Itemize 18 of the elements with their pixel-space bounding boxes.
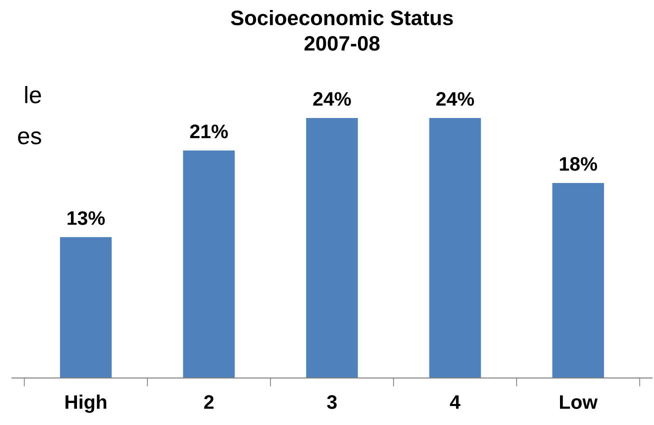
annotation: es xyxy=(18,131,42,144)
x-tick-label: High xyxy=(66,394,106,413)
data-label: 21% xyxy=(190,124,228,138)
data-label: 24% xyxy=(436,92,474,106)
text: le xyxy=(25,86,41,104)
bar xyxy=(306,118,358,378)
x-tick-label: 4 xyxy=(450,395,460,409)
data-label: 18% xyxy=(560,157,598,171)
bar xyxy=(60,237,112,378)
bar xyxy=(552,183,604,378)
bar xyxy=(429,118,481,378)
x-tick-label: 2 xyxy=(204,395,214,409)
x-tick-label: Low xyxy=(560,395,598,409)
chart-title: Socioeconomic Status 2007-08 xyxy=(230,10,453,51)
data-label: 24% xyxy=(313,92,351,106)
data-label: 13% xyxy=(68,211,105,226)
bar xyxy=(183,150,235,378)
x-tick-label: 3 xyxy=(327,395,337,409)
